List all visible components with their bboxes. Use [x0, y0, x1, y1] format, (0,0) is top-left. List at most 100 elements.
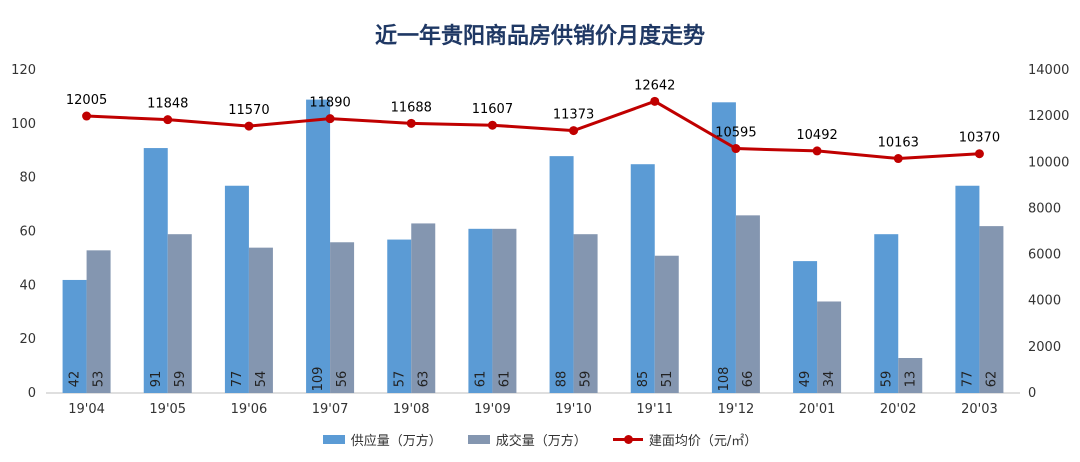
price-label-11: 10370 [959, 131, 1000, 146]
price-label-5: 11607 [472, 102, 513, 117]
bar-supply-2 [224, 185, 249, 393]
bar-label-supply-7: 85 [636, 371, 651, 388]
y-right-tick-label-6: 12000 [1028, 109, 1069, 124]
price-point-5 [487, 120, 497, 130]
bar-transaction-10 [898, 358, 923, 393]
price-line [86, 99, 980, 161]
y-left-tick-label-6: 120 [11, 63, 36, 78]
x-tick-label-10: 20'02 [880, 402, 917, 417]
price-label-9: 10492 [796, 128, 837, 143]
price-point-3 [325, 114, 335, 124]
bar-label-supply-6: 88 [555, 371, 570, 388]
price-point-0 [82, 111, 92, 121]
y-right-tick-label-5: 10000 [1028, 155, 1069, 170]
bar-label-transaction-4: 63 [416, 371, 431, 388]
bar-label-supply-9: 49 [798, 371, 813, 388]
bar-supply-3 [306, 99, 331, 393]
legend-item-price: 建面均价（元/㎡） [612, 430, 757, 449]
x-tick-label-9: 20'01 [799, 402, 836, 417]
bar-label-supply-4: 57 [392, 371, 407, 388]
chart-title: 近一年贵阳商品房供销价月度走势 [374, 24, 705, 49]
y-right-tick-label-7: 14000 [1028, 63, 1069, 78]
x-tick-label-0: 19'04 [68, 402, 105, 417]
bar-supply-9 [793, 261, 818, 393]
y-left-tick-label-3: 60 [19, 225, 36, 240]
bar-transaction-3 [330, 242, 355, 393]
price-label-0: 12005 [66, 93, 107, 108]
bar-transaction-9 [817, 301, 842, 393]
bar-transaction-2 [248, 247, 273, 393]
legend-swatch-transaction [467, 435, 490, 444]
bar-label-transaction-10: 13 [903, 371, 918, 388]
bar-supply-7 [630, 164, 655, 393]
bar-label-transaction-7: 51 [660, 371, 675, 388]
price-point-9 [812, 146, 822, 156]
bar-label-transaction-3: 56 [335, 371, 350, 388]
bar-supply-11 [955, 185, 980, 393]
price-label-4: 11688 [391, 100, 432, 115]
legend-swatch-price [612, 435, 643, 444]
x-tick-label-7: 19'11 [636, 402, 673, 417]
bar-transaction-8 [735, 215, 760, 393]
bar-label-transaction-2: 54 [254, 371, 269, 388]
bar-transaction-5 [492, 228, 517, 393]
bar-supply-6 [549, 156, 574, 393]
bar-supply-10 [874, 234, 899, 393]
y-left-tick-label-5: 100 [11, 117, 36, 132]
x-tick-label-2: 19'06 [231, 402, 268, 417]
bar-label-transaction-6: 59 [579, 371, 594, 388]
price-label-1: 11848 [147, 97, 188, 112]
bar-transaction-4 [411, 223, 436, 393]
bar-transaction-7 [654, 255, 679, 393]
y-left-tick-label-1: 20 [19, 332, 36, 347]
bar-transaction-11 [979, 226, 1004, 393]
bar-label-transaction-0: 53 [92, 371, 107, 388]
x-tick-label-1: 19'05 [149, 402, 186, 417]
x-tick-label-4: 19'08 [393, 402, 430, 417]
bar-supply-8 [711, 102, 736, 394]
price-point-1 [163, 115, 173, 125]
price-label-8: 10595 [715, 126, 756, 141]
bar-supply-5 [468, 228, 493, 393]
price-point-10 [893, 154, 903, 164]
legend-label-supply: 供应量（万方） [350, 434, 442, 449]
bar-label-supply-10: 59 [879, 371, 894, 388]
price-label-3: 11890 [309, 96, 350, 111]
price-point-7 [650, 96, 660, 106]
price-point-6 [569, 126, 579, 136]
x-tick-label-11: 20'03 [961, 402, 998, 417]
bar-label-transaction-1: 59 [173, 371, 188, 388]
price-label-2: 11570 [228, 103, 269, 118]
bar-label-supply-5: 61 [473, 371, 488, 388]
legend-item-supply: 供应量（万方） [322, 430, 442, 449]
bar-transaction-0 [86, 250, 111, 393]
price-point-8 [731, 144, 741, 154]
price-label-10: 10163 [878, 136, 919, 151]
bar-label-transaction-9: 34 [822, 371, 837, 388]
bar-label-supply-0: 42 [68, 371, 83, 388]
price-label-6: 11373 [553, 108, 594, 123]
x-tick-label-8: 19'12 [718, 402, 755, 417]
x-tick-label-3: 19'07 [312, 402, 349, 417]
chart-legend: 供应量（万方） 成交量（万方） 建面均价（元/㎡） [0, 430, 1080, 449]
legend-item-transaction: 成交量（万方） [467, 430, 587, 449]
y-left-tick-label-2: 40 [19, 278, 36, 293]
bar-supply-1 [143, 148, 168, 393]
bar-label-supply-11: 77 [960, 371, 975, 388]
bar-transaction-1 [167, 234, 192, 393]
price-point-4 [406, 118, 416, 128]
bar-label-supply-8: 108 [717, 367, 732, 392]
y-left-tick-label-0: 0 [28, 386, 36, 401]
price-point-2 [244, 121, 254, 131]
bar-transaction-6 [573, 234, 598, 393]
bar-label-transaction-5: 61 [497, 371, 512, 388]
price-point-11 [974, 149, 984, 159]
x-tick-label-6: 19'10 [555, 402, 592, 417]
bar-label-transaction-8: 66 [741, 371, 756, 388]
price-label-7: 12642 [634, 78, 675, 93]
y-right-tick-label-0: 0 [1028, 386, 1036, 401]
legend-label-transaction: 成交量（万方） [495, 434, 587, 449]
bar-label-supply-1: 91 [149, 371, 164, 388]
